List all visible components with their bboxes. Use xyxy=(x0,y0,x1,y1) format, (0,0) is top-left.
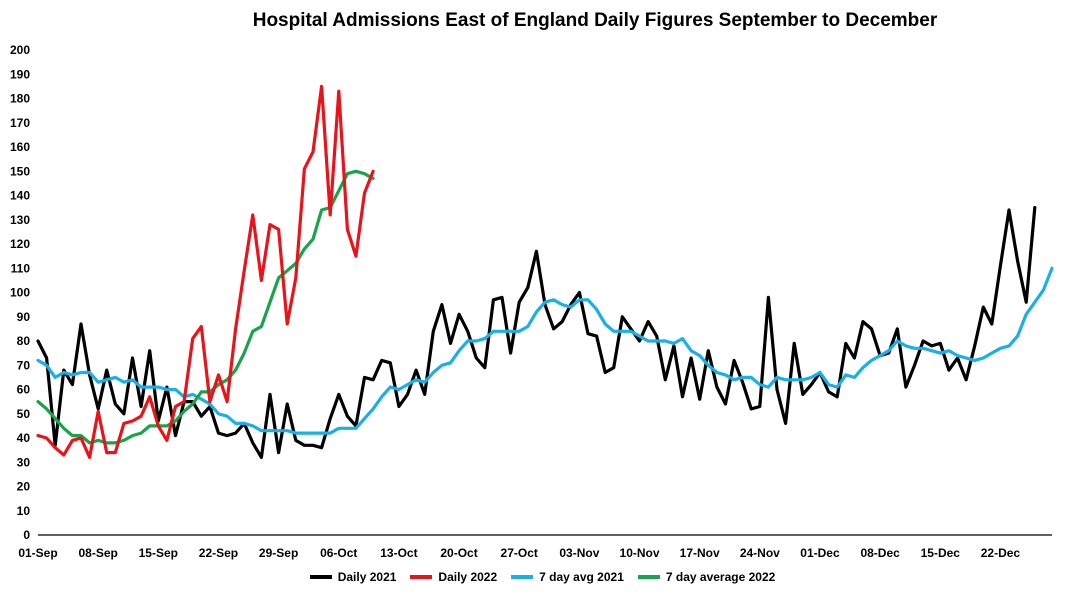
y-tick-label: 80 xyxy=(17,334,31,348)
x-tick-label: 20-Oct xyxy=(440,546,477,560)
x-tick-label: 24-Nov xyxy=(740,546,780,560)
y-tick-label: 40 xyxy=(17,431,31,445)
legend: Daily 2021 Daily 2022 7 day avg 2021 7 day … xyxy=(0,570,1065,584)
x-tick-label: 27-Oct xyxy=(501,546,538,560)
legend-label: 7 day average 2022 xyxy=(665,570,776,584)
legend-label: Daily 2021 xyxy=(337,570,397,584)
legend-item: 7 day average 2022 xyxy=(637,570,776,584)
x-tick-label: 22-Sep xyxy=(199,546,238,560)
y-tick-label: 10 xyxy=(17,504,31,518)
y-tick-label: 90 xyxy=(17,310,31,324)
series-line-daily-2021 xyxy=(36,206,1037,459)
y-tick-label: 200 xyxy=(10,43,30,57)
y-tick-label: 70 xyxy=(17,358,31,372)
y-tick-label: 190 xyxy=(10,67,30,81)
x-tick-label: 15-Sep xyxy=(139,546,178,560)
series-layer xyxy=(36,84,1054,459)
y-tick-label: 20 xyxy=(17,480,31,494)
legend-swatch xyxy=(637,575,660,579)
x-tick-label: 10-Nov xyxy=(620,546,660,560)
y-tick-label: 0 xyxy=(23,528,30,542)
y-tick-label: 170 xyxy=(10,116,30,130)
x-tick-label: 03-Nov xyxy=(559,546,599,560)
legend-swatch xyxy=(511,575,534,579)
y-tick-label: 60 xyxy=(17,383,31,397)
x-tick-label: 08-Sep xyxy=(78,546,117,560)
series-line-daily-2022 xyxy=(36,84,375,459)
chart-title: Hospital Admissions East of England Dail… xyxy=(252,10,938,31)
x-axis: 01-Sep 08-Sep 15-Sep 22-Sep 29-Sep 06-Oct 13-O… xyxy=(18,534,1052,560)
x-tick-label: 15-Dec xyxy=(921,546,961,560)
y-tick-label: 100 xyxy=(10,286,30,300)
y-tick-label: 120 xyxy=(10,237,30,251)
x-tick-label: 29-Sep xyxy=(259,546,298,560)
x-tick-label: 17-Nov xyxy=(680,546,720,560)
x-tick-label: 08-Dec xyxy=(860,546,900,560)
y-tick-label: 130 xyxy=(10,213,30,227)
x-tick-label: 22-Dec xyxy=(981,546,1021,560)
y-tick-label: 30 xyxy=(17,455,31,469)
y-axis: 0 10 20 30 40 50 60 70 80 90 100 110 120 130 140 150 160… xyxy=(10,43,30,542)
x-tick-label: 13-Oct xyxy=(380,546,417,560)
legend-swatch xyxy=(410,575,433,579)
x-tick-label: 06-Oct xyxy=(320,546,357,560)
legend-item: Daily 2021 xyxy=(309,570,397,584)
legend-label: 7 day avg 2021 xyxy=(539,570,624,584)
x-tick-label: 01-Sep xyxy=(18,546,57,560)
y-tick-label: 140 xyxy=(10,189,30,203)
legend-item: 7 day avg 2021 xyxy=(511,570,624,584)
y-tick-label: 110 xyxy=(11,261,31,275)
legend-label: Daily 2022 xyxy=(438,570,498,584)
x-tick-label: 01-Dec xyxy=(800,546,840,560)
legend-swatch xyxy=(309,575,332,579)
y-tick-label: 50 xyxy=(17,407,31,421)
series-line-7-day-avg-2021 xyxy=(36,266,1054,435)
legend-item: Daily 2022 xyxy=(410,570,497,584)
y-tick-label: 180 xyxy=(10,92,30,106)
y-tick-label: 150 xyxy=(10,164,30,178)
y-tick-label: 160 xyxy=(10,140,30,154)
